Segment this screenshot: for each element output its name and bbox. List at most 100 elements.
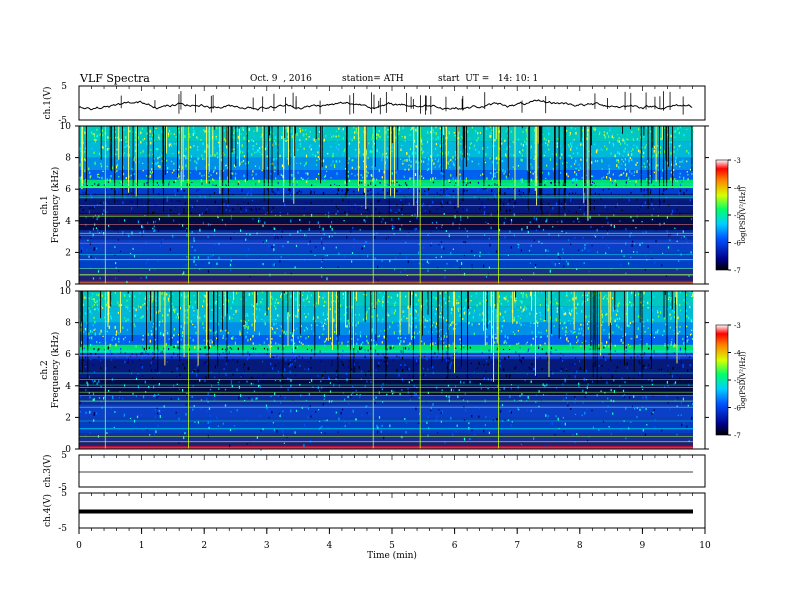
psd-cell xyxy=(608,332,610,336)
psd-cell xyxy=(613,390,615,393)
psd-cell xyxy=(286,291,288,294)
psd-cell xyxy=(159,245,161,247)
psd-cell xyxy=(460,219,462,221)
psd-cell xyxy=(85,216,87,219)
psd-cell xyxy=(459,345,461,348)
psd-cell xyxy=(129,252,132,254)
psd-cell xyxy=(469,372,471,376)
psd-cell xyxy=(342,363,344,367)
psd-cell xyxy=(273,244,275,246)
psd-cell xyxy=(443,335,445,338)
psd-cell xyxy=(611,297,614,299)
psd-cell xyxy=(308,221,311,224)
psd-cell xyxy=(352,246,354,248)
psd-cell xyxy=(562,327,564,330)
psd-cell xyxy=(606,176,608,179)
psd-cell xyxy=(490,213,492,217)
psd-cell xyxy=(164,140,166,143)
psd-cell xyxy=(135,308,137,312)
psd-cell xyxy=(371,137,373,140)
psd-cell xyxy=(583,262,585,264)
psd-cell xyxy=(491,189,493,193)
psd-cell xyxy=(331,363,333,367)
psd-cell xyxy=(242,126,244,129)
psd-cell xyxy=(591,365,593,367)
psd-cell xyxy=(574,395,576,399)
psd-cell xyxy=(236,368,238,372)
psd-cell xyxy=(442,345,444,348)
psd-cell xyxy=(576,147,578,150)
psd-cell xyxy=(174,310,176,313)
psd-cell xyxy=(398,132,400,135)
psd-cell xyxy=(568,155,570,157)
psd-cell xyxy=(160,152,162,154)
psd-cell xyxy=(215,135,217,138)
psd-cell xyxy=(229,263,232,267)
psd-cell xyxy=(367,190,369,192)
psd-cell xyxy=(534,265,537,269)
psd-cell xyxy=(473,309,476,312)
psd-cell xyxy=(566,369,568,372)
psd-cell xyxy=(618,174,620,177)
psd-cell xyxy=(166,293,168,296)
psd-cell xyxy=(283,331,285,334)
psd-cell xyxy=(634,243,636,245)
psd-cell xyxy=(532,172,534,175)
psd-cell xyxy=(589,348,591,350)
psd-cell xyxy=(151,333,153,336)
psd-cell xyxy=(432,388,434,390)
psd-cell xyxy=(131,353,133,356)
psd-cell xyxy=(173,143,175,145)
psd-cell xyxy=(218,256,220,259)
psd-cell xyxy=(434,177,437,179)
psd-cell xyxy=(201,212,203,215)
psd-cell xyxy=(631,405,634,408)
psd-cell xyxy=(233,231,235,233)
psd-cell xyxy=(686,171,688,173)
psd-cell xyxy=(490,132,492,135)
psd-cell xyxy=(91,133,93,135)
psd-cell xyxy=(170,160,173,163)
psd-cell xyxy=(289,314,291,317)
psd-cell xyxy=(596,149,598,152)
psd-cell xyxy=(581,177,583,179)
psd-cell xyxy=(398,319,400,321)
psd-cell xyxy=(355,154,357,158)
psd-cell xyxy=(318,428,320,430)
psd-cell xyxy=(687,302,689,306)
psd-cell xyxy=(445,142,447,145)
psd-cell xyxy=(142,304,144,307)
psd-cell xyxy=(320,267,322,269)
psd-cell xyxy=(184,309,186,312)
psd-cell xyxy=(588,344,590,346)
psd-cell xyxy=(686,150,688,153)
psd-cell xyxy=(513,141,516,145)
psd-cell xyxy=(337,188,339,192)
psd-cell xyxy=(400,436,402,438)
psd-cell xyxy=(530,409,532,412)
psd-cell xyxy=(544,184,546,186)
psd-cell xyxy=(605,252,607,254)
psd-cell xyxy=(353,136,355,139)
psd-cell xyxy=(521,393,523,396)
psd-cell xyxy=(610,177,612,181)
psd-cell xyxy=(261,169,263,172)
psd-cell xyxy=(389,204,392,206)
psd-cell xyxy=(342,350,344,352)
psd-cell xyxy=(575,187,577,189)
psd-cell xyxy=(172,306,174,308)
psd-cell xyxy=(468,303,470,305)
psd-cell xyxy=(264,313,266,316)
psd-cell xyxy=(472,295,474,297)
psd-cell xyxy=(405,214,407,217)
psd-cell xyxy=(130,292,132,295)
psd-cell xyxy=(351,139,353,142)
psd-cell xyxy=(520,178,522,182)
psd-cell xyxy=(309,131,311,133)
psd-cell xyxy=(265,239,268,242)
psd-cell xyxy=(143,303,146,305)
psd-cell xyxy=(369,413,371,415)
psd-cell xyxy=(381,297,384,300)
psd-cell xyxy=(348,422,350,425)
psd-cell xyxy=(426,299,428,303)
